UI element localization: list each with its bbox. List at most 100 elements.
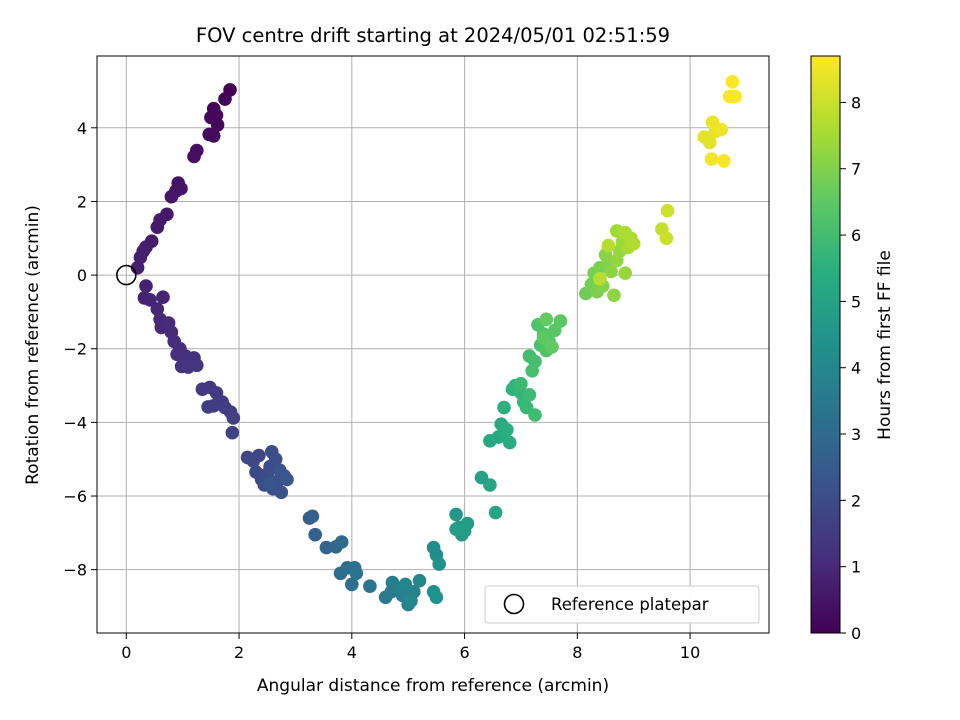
data-point <box>150 302 165 316</box>
legend-marker-icon <box>503 593 525 615</box>
data-point <box>714 122 728 137</box>
data-point <box>226 411 241 425</box>
data-point <box>156 290 170 305</box>
data-point <box>334 535 349 549</box>
data-point <box>432 557 447 571</box>
data-point <box>404 594 418 608</box>
data-point <box>607 288 621 303</box>
y-tick-label: −2 <box>63 340 87 359</box>
x-tick-label: 2 <box>234 643 244 662</box>
data-point <box>618 225 632 240</box>
colorbar-tick-label: 5 <box>851 292 861 311</box>
data-point <box>618 266 632 281</box>
data-point <box>488 505 503 520</box>
colorbar-tick-label: 0 <box>851 624 861 643</box>
x-tick-label: 6 <box>459 643 469 662</box>
data-point <box>728 89 742 104</box>
colorbar-tick-label: 1 <box>851 558 861 577</box>
data-point <box>553 314 568 328</box>
legend: Reference platepar <box>484 585 760 624</box>
x-tick-label: 8 <box>572 643 582 662</box>
data-point <box>225 425 240 440</box>
data-point <box>187 149 201 164</box>
data-point <box>274 485 289 500</box>
colorbar-tick-label: 4 <box>851 359 861 378</box>
data-point <box>522 388 537 402</box>
legend-label: Reference platepar <box>551 595 709 614</box>
chart-title: FOV centre drift starting at 2024/05/01 … <box>196 24 670 47</box>
plot-frame <box>96 55 770 634</box>
data-point <box>536 330 551 345</box>
colorbar-tick-label: 6 <box>851 226 861 245</box>
y-tick-label: 4 <box>77 119 87 138</box>
data-point <box>280 472 294 487</box>
x-tick-label: 0 <box>121 643 131 662</box>
data-point <box>143 293 157 307</box>
data-point <box>704 152 719 166</box>
data-point <box>497 400 511 415</box>
colorbar-label: Hours from first FF file <box>875 250 895 440</box>
data-point <box>345 577 359 592</box>
data-points <box>130 75 742 612</box>
data-point <box>539 312 554 327</box>
data-point <box>363 579 377 593</box>
y-tick-label: 0 <box>77 266 87 285</box>
data-point <box>398 577 413 592</box>
data-point <box>528 408 542 422</box>
data-point <box>593 272 607 286</box>
data-point <box>601 238 616 253</box>
data-point <box>725 75 740 89</box>
data-point <box>514 376 528 391</box>
colorbar-ticks: 0 1 2 3 4 5 6 7 8 <box>840 93 861 643</box>
data-point <box>133 250 148 265</box>
data-point <box>272 463 287 478</box>
data-point <box>210 118 225 132</box>
data-point <box>412 573 427 588</box>
data-point <box>660 203 675 218</box>
x-axis-label: Angular distance from reference (arcmin) <box>257 676 609 696</box>
data-point <box>263 476 277 490</box>
data-point <box>502 435 517 450</box>
y-tick-label: −4 <box>63 413 87 432</box>
legend-box <box>484 585 760 624</box>
y-tick-label: 2 <box>77 192 87 211</box>
reference-platepar-marker <box>116 264 137 286</box>
colorbar-tick-label: 3 <box>851 425 861 444</box>
data-point <box>545 340 559 354</box>
data-point <box>251 448 266 463</box>
y-tick-label: −8 <box>63 561 87 580</box>
data-point <box>190 358 204 373</box>
data-point <box>305 509 320 524</box>
x-tick-label: 4 <box>347 643 357 662</box>
x-axis-ticks: 0 2 4 6 8 10 <box>121 633 700 662</box>
data-point <box>449 522 463 536</box>
data-point <box>150 220 165 234</box>
colorbar: 0 1 2 3 4 5 6 7 8 Hours from first FF file <box>810 55 895 643</box>
data-point <box>308 527 323 542</box>
data-point <box>429 590 444 605</box>
data-point <box>139 279 153 293</box>
data-point <box>525 364 539 378</box>
y-axis-ticks: −8 −6 −4 −2 0 2 4 <box>63 119 97 580</box>
data-point <box>604 264 618 279</box>
y-axis-label: Rotation from reference (arcmin) <box>23 205 43 485</box>
data-point <box>659 231 674 246</box>
data-point <box>218 92 232 106</box>
data-point <box>500 422 514 437</box>
data-point <box>349 566 364 581</box>
data-point <box>449 507 463 522</box>
colorbar-tick-label: 2 <box>851 491 861 510</box>
data-point <box>164 189 179 204</box>
colorbar-tick-label: 7 <box>851 160 861 179</box>
data-point <box>206 399 221 413</box>
data-point <box>717 154 731 168</box>
data-point <box>483 478 497 492</box>
colorbar-gradient <box>810 55 841 634</box>
data-point <box>268 452 283 467</box>
colorbar-tick-label: 8 <box>851 93 861 112</box>
data-point <box>703 135 717 150</box>
data-point <box>206 129 221 143</box>
x-tick-label: 10 <box>680 643 700 662</box>
y-tick-label: −6 <box>63 487 87 506</box>
